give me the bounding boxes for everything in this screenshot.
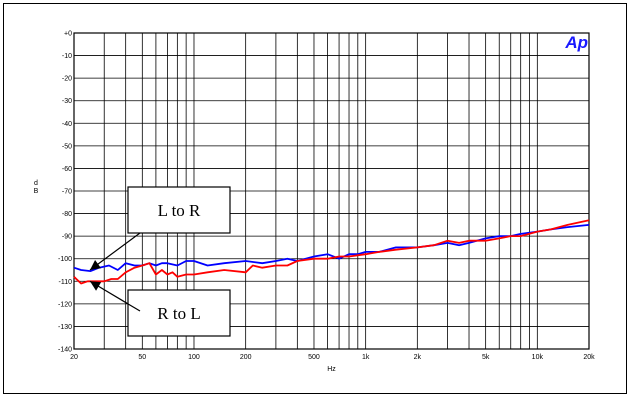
series-line-0 bbox=[73, 224, 590, 273]
x-tick-label: 10k bbox=[532, 354, 544, 361]
y-tick-label: -120 bbox=[58, 301, 72, 308]
x-tick-label: 50 bbox=[138, 354, 146, 361]
y-axis-label-line: B bbox=[34, 188, 39, 195]
x-tick-label: 200 bbox=[240, 354, 252, 361]
plot-border bbox=[73, 32, 590, 350]
x-tick-label: 1k bbox=[362, 354, 370, 361]
y-tick-label: -10 bbox=[62, 53, 72, 60]
annotation-layer: L to R R to L bbox=[89, 186, 231, 337]
y-tick-label: +0 bbox=[64, 31, 72, 38]
x-axis-label: Hz bbox=[327, 366, 336, 373]
tick-layer: +0 -10 -20 -30 -40 -50 -60 -70 -80 -90 -100 -110 -12… bbox=[58, 31, 595, 362]
y-tick-label: -100 bbox=[58, 256, 72, 263]
y-tick-label: -80 bbox=[62, 211, 72, 218]
x-tick-label: 2k bbox=[414, 354, 422, 361]
y-tick-label: -20 bbox=[62, 76, 72, 83]
y-tick-label: -70 bbox=[62, 189, 72, 196]
y-tick-label: -40 bbox=[62, 121, 72, 128]
x-tick-label: 20 bbox=[70, 354, 78, 361]
series-line-1 bbox=[73, 219, 590, 285]
callout-box bbox=[127, 186, 231, 234]
callout-arrow-line bbox=[89, 232, 141, 271]
callout-arrowhead bbox=[90, 281, 102, 291]
callout-label: R to L bbox=[157, 304, 200, 323]
y-tick-label: -110 bbox=[59, 279, 73, 286]
callout-box bbox=[127, 289, 231, 337]
y-tick-label: -140 bbox=[58, 347, 72, 354]
y-tick-label: -130 bbox=[58, 324, 72, 331]
y-axis-label-line: d bbox=[34, 180, 38, 187]
series-layer bbox=[73, 219, 590, 285]
y-tick-label: -90 bbox=[62, 234, 72, 241]
ap-logo: Ap bbox=[564, 33, 588, 52]
chart-frame bbox=[3, 3, 627, 394]
x-tick-label: 500 bbox=[308, 354, 320, 361]
x-tick-label: 5k bbox=[482, 354, 490, 361]
callout-arrowhead bbox=[90, 260, 102, 270]
y-tick-label: -60 bbox=[62, 166, 72, 173]
y-tick-label: -50 bbox=[62, 143, 72, 150]
x-tick-label: 100 bbox=[188, 354, 200, 361]
y-tick-label: -30 bbox=[62, 98, 72, 105]
callout-label: L to R bbox=[158, 201, 201, 220]
x-tick-label: 20k bbox=[583, 354, 595, 361]
